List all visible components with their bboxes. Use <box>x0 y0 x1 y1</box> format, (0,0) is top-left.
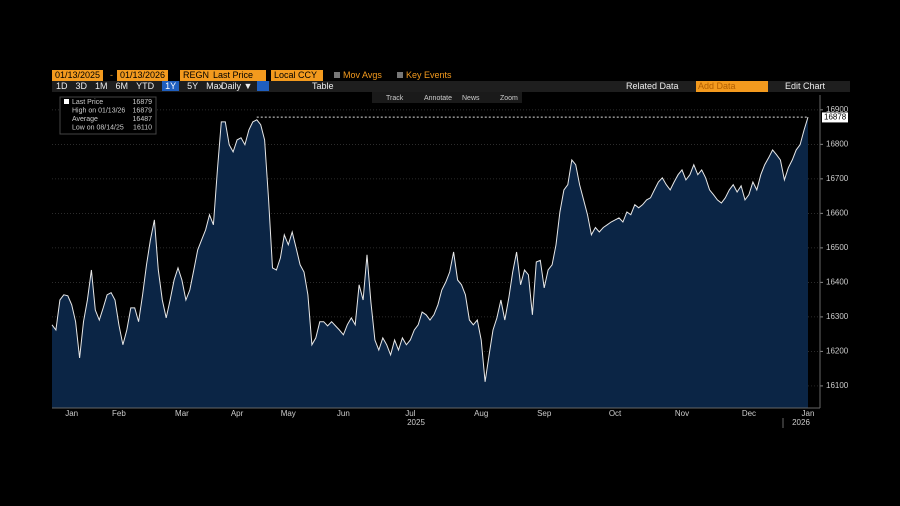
y-tick-label: 16300 <box>826 312 849 321</box>
last-price-tag <box>822 112 848 123</box>
x-tick-label: Mar <box>175 409 189 418</box>
x-tick-label: Aug <box>474 409 488 418</box>
range-button[interactable]: YTD <box>136 81 155 91</box>
chart-tool: Zoom <box>500 95 518 102</box>
chart-tool: Annotate <box>424 95 452 102</box>
legend-value: 16110 <box>133 124 152 131</box>
period-select[interactable]: Daily ▼ <box>221 81 253 91</box>
range-button[interactable]: 6M <box>115 81 129 91</box>
legend-value: 16879 <box>133 107 153 114</box>
line-icon[interactable] <box>257 81 269 91</box>
key-events[interactable]: Key Events <box>406 70 452 80</box>
y-tick-label: 16100 <box>826 381 849 390</box>
end-date[interactable]: 01/13/2026 <box>117 70 169 81</box>
chart-tool: Track <box>386 95 404 102</box>
mov-avgs[interactable]: Mov Avgs <box>343 70 382 80</box>
y-tick-label: 16400 <box>826 277 849 286</box>
y-tick-label: 16200 <box>826 347 849 356</box>
legend-label: High on 01/13/26 <box>72 107 125 114</box>
range-button[interactable]: 1Y <box>162 81 180 91</box>
range-button[interactable]: 1M <box>95 81 108 91</box>
toolbar <box>52 81 850 92</box>
x-tick-label: Apr <box>231 409 244 418</box>
table-button[interactable]: Table <box>312 81 334 91</box>
x-tick-label: Jan <box>65 409 78 418</box>
price-line <box>51 116 809 382</box>
ticker[interactable]: REGN <box>180 70 213 81</box>
legend-swatch <box>64 99 69 104</box>
legend-label: Average <box>72 116 98 123</box>
y-tick-label: 16600 <box>826 208 849 217</box>
legend-value: 16487 <box>133 116 153 123</box>
x-tick-label: Jun <box>337 409 350 418</box>
currency-select[interactable]: Local CCY <box>271 70 323 81</box>
chart-tool: News <box>462 95 480 102</box>
year-label: 2026 <box>792 418 810 427</box>
last-price-tag-label: 16878 <box>824 113 847 122</box>
range-buttons: 1D 3D 1M 6M YTD 1Y 5Y Max <box>56 81 231 92</box>
legend-label: Last Price <box>72 99 103 106</box>
range-button[interactable]: 1D <box>56 81 68 91</box>
y-tick-label: 16900 <box>826 105 849 114</box>
y-tick-label: 16700 <box>826 174 849 183</box>
range-button[interactable]: 3D <box>75 81 88 91</box>
x-tick-label: Nov <box>675 409 689 418</box>
area <box>52 117 808 408</box>
legend-value: 16879 <box>133 99 153 106</box>
edit-chart[interactable]: Edit Chart <box>785 81 826 91</box>
x-tick-label: Feb <box>112 409 126 418</box>
start-date[interactable]: 01/13/2025 <box>52 70 104 81</box>
legend-box <box>59 96 157 135</box>
range-button[interactable]: Max <box>206 81 224 91</box>
x-tick-label: Sep <box>537 409 552 418</box>
x-tick-label: Dec <box>742 409 756 418</box>
x-tick-label: Oct <box>609 409 622 418</box>
y-tick-label: 16500 <box>826 243 849 252</box>
field-select[interactable]: Last Price <box>210 70 266 81</box>
x-tick-label: Jul <box>405 409 415 418</box>
chart-tools-bar <box>372 92 522 103</box>
year-label: 2025 <box>407 418 425 427</box>
add-data[interactable]: Add Data <box>696 81 768 92</box>
date-separator: - <box>110 70 113 80</box>
legend-label: Low on 08/14/25 <box>72 124 124 131</box>
checkbox[interactable] <box>334 72 340 78</box>
y-tick-label: 16800 <box>826 139 849 148</box>
checkbox[interactable] <box>397 72 403 78</box>
x-tick-label: May <box>281 409 296 418</box>
x-tick-label: Jan <box>802 409 815 418</box>
related-data[interactable]: Related Data <box>626 81 679 91</box>
range-button[interactable]: 5Y <box>187 81 199 91</box>
